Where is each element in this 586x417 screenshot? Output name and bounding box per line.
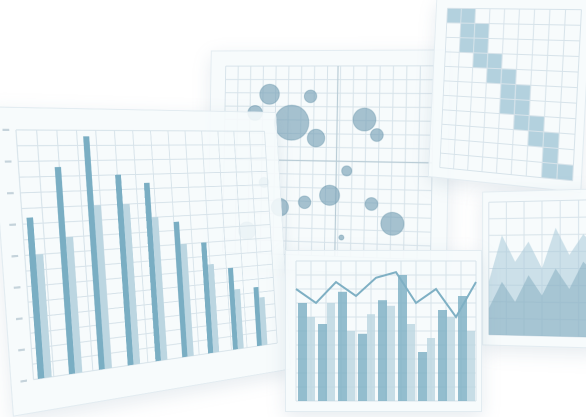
y-tick — [11, 255, 18, 258]
bar-line-chart — [286, 251, 481, 411]
bar — [407, 324, 415, 401]
heat-cell — [501, 84, 516, 99]
bubble — [304, 90, 317, 103]
heatmap-chart — [429, 0, 586, 192]
heat-cell — [460, 24, 474, 38]
y-tick — [7, 192, 14, 194]
bubble — [370, 129, 383, 142]
heat-cell — [473, 53, 487, 67]
y-tick — [20, 379, 27, 382]
bar-line-chart-panel — [285, 250, 482, 412]
y-tick — [14, 286, 21, 289]
bubble — [298, 196, 311, 209]
y-tick — [5, 160, 12, 162]
area-chart — [483, 189, 586, 347]
heat-cell — [543, 132, 558, 147]
bar — [338, 292, 347, 401]
heat-cell — [542, 163, 557, 179]
bubble — [342, 166, 352, 176]
bubble — [319, 185, 339, 206]
area-chart-panel — [482, 188, 586, 348]
bubble — [365, 197, 378, 210]
bar — [298, 303, 307, 401]
bar — [358, 334, 367, 401]
heat-cell — [514, 115, 529, 130]
heat-cell — [461, 9, 475, 23]
heat-cell — [515, 85, 530, 100]
heat-cell — [487, 69, 501, 84]
bar — [318, 324, 327, 401]
heatmap-panel — [428, 0, 586, 193]
bubble — [307, 129, 325, 147]
y-tick — [18, 348, 25, 351]
bar — [387, 306, 395, 401]
bar — [398, 275, 407, 401]
y-tick — [16, 317, 23, 320]
heat-cell — [447, 9, 461, 23]
bar — [427, 338, 435, 401]
y-tick — [9, 223, 16, 226]
bubble — [353, 108, 376, 131]
bar — [347, 331, 355, 401]
heat-cell — [528, 131, 543, 146]
bar — [438, 310, 447, 401]
heat-cell — [488, 54, 502, 68]
bar — [418, 352, 427, 401]
bar — [327, 303, 335, 401]
bubble — [381, 212, 404, 236]
heat-cell — [529, 116, 544, 131]
heat-cell — [515, 100, 530, 115]
bar — [378, 300, 387, 401]
bubble — [274, 105, 309, 140]
bubble — [260, 84, 280, 104]
heat-cell — [543, 148, 558, 164]
heat-cell — [557, 164, 572, 180]
bar — [307, 317, 315, 401]
bar — [367, 314, 375, 401]
bubble — [339, 235, 344, 240]
heat-cell — [474, 39, 488, 53]
bar-chart — [0, 108, 290, 416]
bar — [447, 317, 455, 401]
heat-cell — [500, 99, 515, 114]
bar — [467, 331, 475, 401]
heat-cell — [501, 69, 516, 84]
bar-chart-panel — [0, 106, 291, 416]
heat-cell — [475, 24, 489, 38]
heat-cell — [460, 38, 474, 52]
y-tick — [2, 129, 9, 131]
